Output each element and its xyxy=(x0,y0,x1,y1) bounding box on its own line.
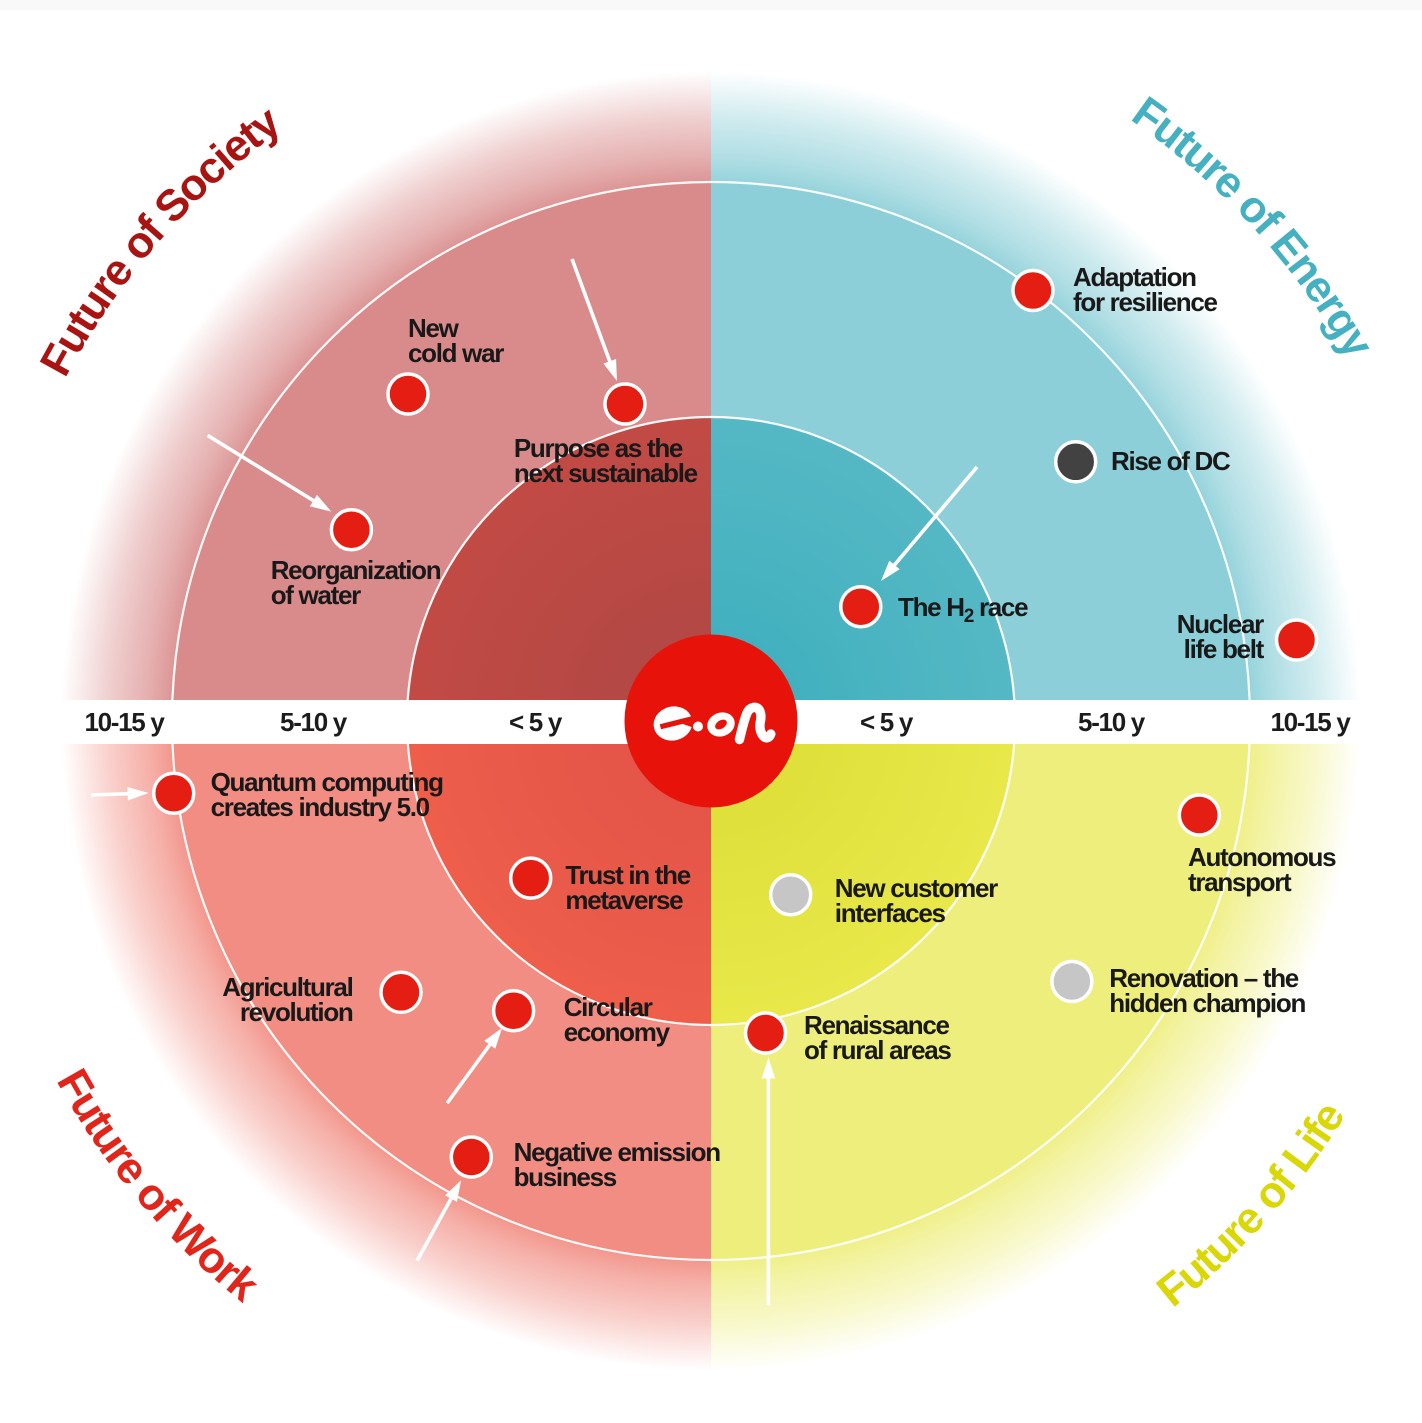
svg-text:New customer: New customer xyxy=(835,873,998,903)
svg-text:revolution: revolution xyxy=(240,997,353,1027)
svg-text:New: New xyxy=(408,313,460,343)
svg-text:Adaptation: Adaptation xyxy=(1073,262,1196,292)
svg-text:interfaces: interfaces xyxy=(835,898,946,928)
svg-text:of rural areas: of rural areas xyxy=(804,1035,951,1065)
svg-text:for resilience: for resilience xyxy=(1073,287,1217,317)
svg-text:5-10 y: 5-10 y xyxy=(280,707,348,737)
svg-text:Autonomous: Autonomous xyxy=(1188,842,1336,872)
svg-text:Nuclear: Nuclear xyxy=(1177,609,1264,639)
svg-text:cold war: cold war xyxy=(408,338,504,368)
svg-text:The H2 race: The H2 race xyxy=(898,592,1028,627)
svg-text:Circular: Circular xyxy=(564,992,653,1022)
svg-text:life belt: life belt xyxy=(1184,634,1265,664)
svg-text:creates industry 5.0: creates industry 5.0 xyxy=(211,792,430,822)
svg-text:< 5 y: < 5 y xyxy=(860,707,914,737)
svg-text:10-15 y: 10-15 y xyxy=(1270,707,1351,737)
svg-text:5-10 y: 5-10 y xyxy=(1078,707,1146,737)
svg-text:Quantum computing: Quantum computing xyxy=(211,767,444,797)
svg-text:metaverse: metaverse xyxy=(565,885,683,915)
svg-text:Reorganization: Reorganization xyxy=(271,555,441,585)
svg-text:Renovation – the: Renovation – the xyxy=(1109,963,1299,993)
svg-text:business: business xyxy=(514,1162,617,1192)
svg-text:10-15 y: 10-15 y xyxy=(84,707,165,737)
svg-text:transport: transport xyxy=(1188,867,1292,897)
svg-text:Renaissance: Renaissance xyxy=(804,1010,950,1040)
svg-text:economy: economy xyxy=(564,1017,671,1047)
svg-text:of water: of water xyxy=(271,580,361,610)
svg-text:< 5 y: < 5 y xyxy=(509,707,563,737)
svg-text:Purpose as the: Purpose as the xyxy=(514,433,683,463)
svg-text:next sustainable: next sustainable xyxy=(514,458,698,488)
svg-text:hidden champion: hidden champion xyxy=(1109,988,1305,1018)
svg-text:Trust in the: Trust in the xyxy=(565,860,690,890)
svg-text:Negative emission: Negative emission xyxy=(514,1137,721,1167)
svg-text:Agricultural: Agricultural xyxy=(222,972,352,1002)
svg-text:Rise of DC: Rise of DC xyxy=(1111,446,1231,476)
